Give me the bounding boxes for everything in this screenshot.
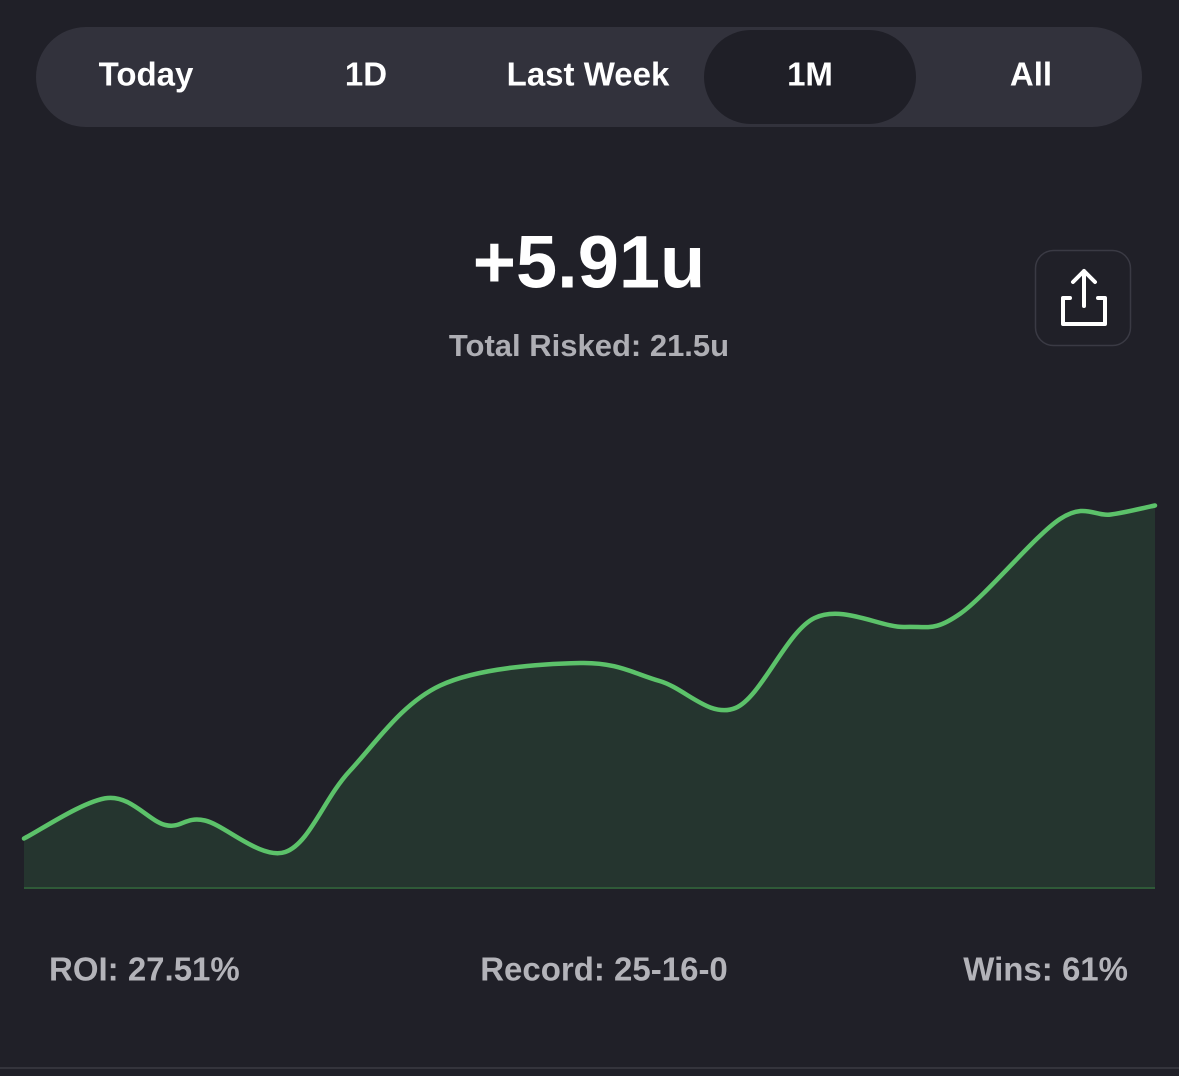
tab-selected[interactable]: [704, 30, 916, 124]
record: Record: 25-16-0: [480, 951, 728, 988]
total-risked: Total Risked: 21.5u: [449, 328, 729, 363]
area-fill: [24, 505, 1155, 888]
chart: [21, 503, 1158, 889]
tab[interactable]: 1D: [345, 56, 387, 93]
tab[interactable]: Last Week: [507, 56, 670, 93]
total-units: +5.91u: [473, 221, 705, 304]
tab[interactable]: 1M: [787, 56, 833, 93]
tab[interactable]: Today: [99, 56, 194, 93]
tab[interactable]: All: [1010, 56, 1052, 93]
wins: Wins: 61%: [963, 951, 1128, 988]
roi: ROI: 27.51%: [49, 951, 240, 988]
share-button[interactable]: [1034, 249, 1132, 347]
share-icon-box: [1061, 296, 1107, 326]
line: [21, 503, 1158, 856]
share-icon-arrow: [1071, 269, 1097, 308]
